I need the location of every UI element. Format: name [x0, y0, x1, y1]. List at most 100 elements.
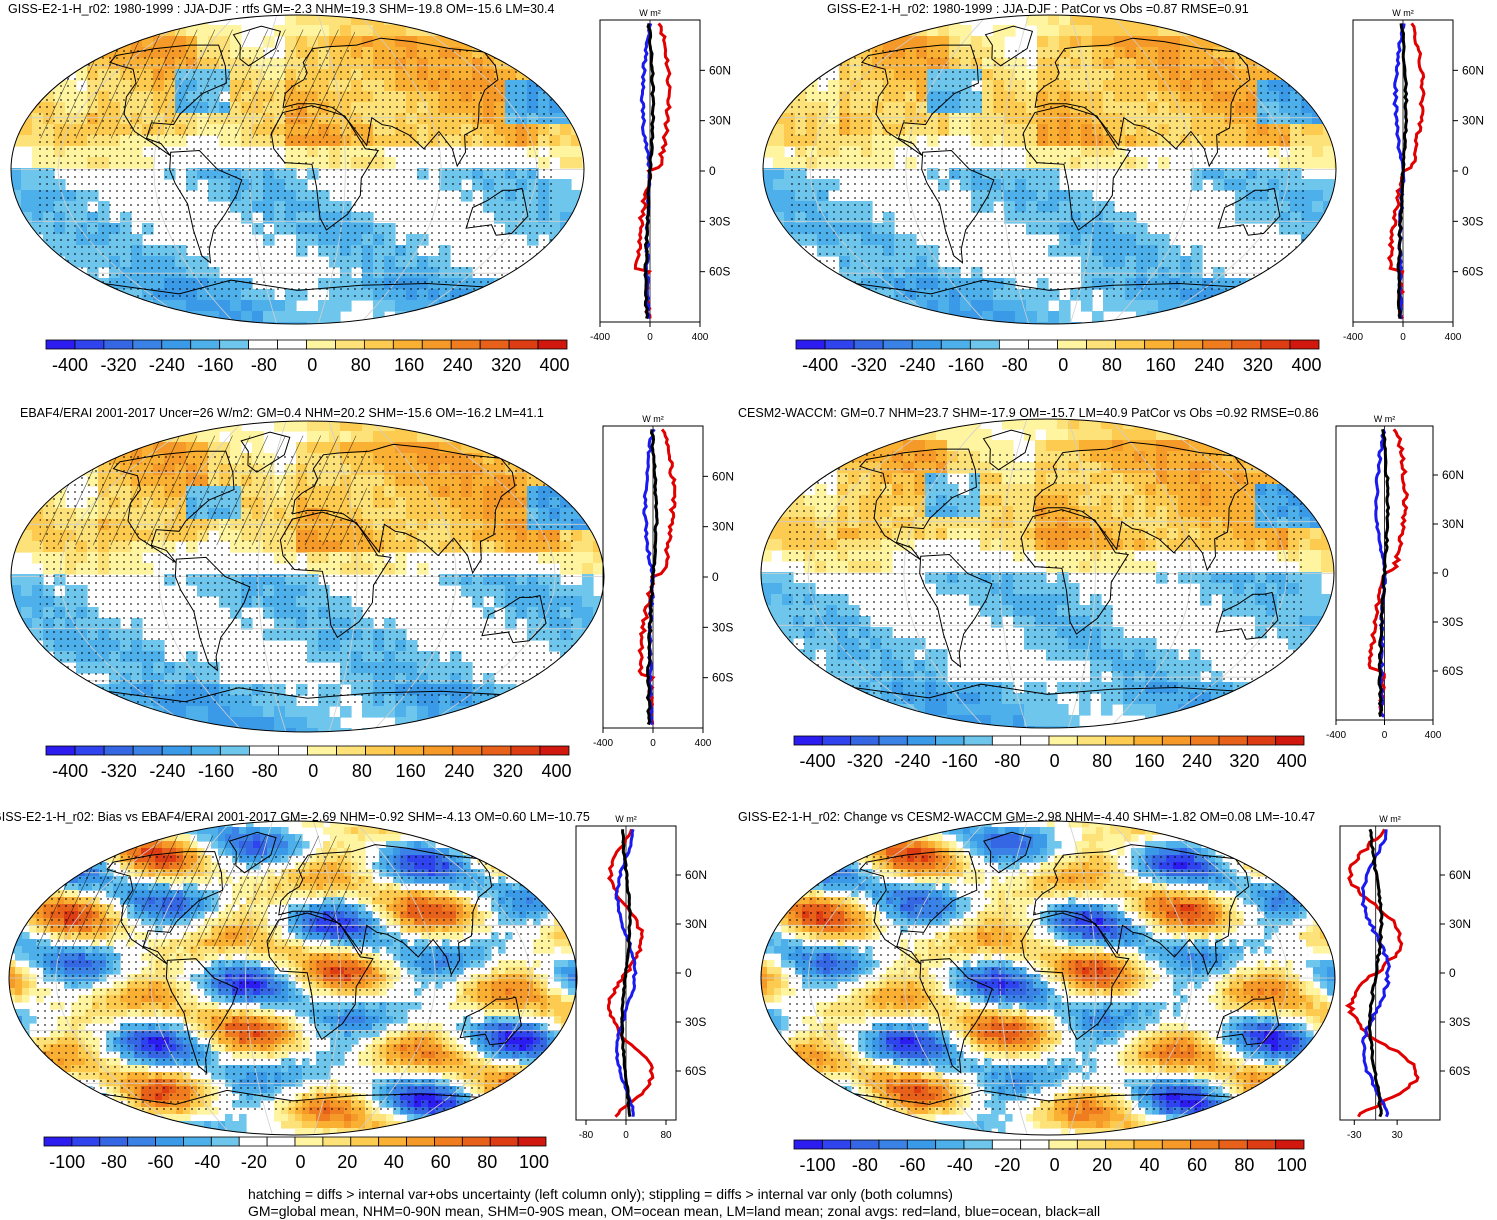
field-cell — [1180, 311, 1192, 323]
field-cell — [1268, 300, 1280, 312]
field-cell — [98, 706, 110, 718]
field-cell — [773, 91, 785, 103]
field-cell — [197, 827, 205, 835]
field-cell — [127, 827, 135, 835]
field-cell — [109, 311, 121, 323]
field-cell — [1323, 47, 1335, 59]
field-cell — [439, 14, 451, 26]
y-tick-label: 60N — [712, 469, 734, 483]
field-cell — [582, 124, 594, 136]
field-cell — [771, 484, 783, 496]
field-cell — [246, 820, 254, 828]
field-cell — [870, 418, 882, 430]
field-cell — [762, 36, 774, 48]
field-cell — [793, 418, 805, 430]
field-cell — [560, 80, 572, 92]
field-cell — [949, 25, 961, 37]
field-cell — [71, 820, 79, 828]
field-cell — [982, 322, 994, 334]
y-tick-label: 60N — [1442, 468, 1464, 482]
field-cell — [560, 201, 572, 213]
field-cell — [362, 728, 374, 740]
field-cell — [582, 442, 594, 454]
field-cell — [1101, 418, 1113, 430]
field-cell — [267, 827, 275, 835]
colorbar-tick-label: -80 — [251, 355, 277, 376]
field-cell — [582, 69, 594, 81]
field-cell — [1323, 14, 1335, 26]
field-cell — [894, 322, 906, 334]
field-cell — [760, 451, 772, 463]
field-cell — [1235, 311, 1247, 323]
field-cell — [533, 820, 541, 828]
colorbar-tick-label: 160 — [394, 355, 424, 376]
field-cell — [527, 322, 539, 334]
field-cell — [582, 14, 594, 26]
field-cell — [208, 728, 220, 740]
field-cell — [54, 36, 66, 48]
field-cell — [519, 820, 527, 828]
field-cell — [1323, 311, 1335, 323]
field-cell — [98, 717, 110, 729]
field-cell — [1266, 451, 1278, 463]
field-cell — [1233, 429, 1245, 441]
field-cell — [120, 14, 132, 26]
field-cell — [760, 528, 772, 540]
field-cell — [8, 834, 16, 842]
field-cell — [1125, 322, 1137, 334]
zonal-unit-label: W m² — [1374, 414, 1396, 424]
colorbar-tick-label: 400 — [1277, 751, 1307, 772]
field-cell — [560, 420, 572, 432]
field-cell — [483, 36, 495, 48]
zonal-series-land — [639, 429, 675, 724]
y-tick-label: 0 — [1462, 164, 1469, 178]
field-cell — [560, 91, 572, 103]
field-cell — [329, 322, 341, 334]
field-cell — [36, 827, 44, 835]
x-tick-label: 400 — [695, 738, 712, 749]
field-cell — [10, 706, 22, 718]
field-cell — [10, 190, 22, 202]
field-cell — [76, 684, 88, 696]
field-cell — [285, 728, 297, 740]
field-cell — [329, 300, 341, 312]
colorbar-tick-label: 0 — [1050, 751, 1060, 772]
field-cell — [1301, 311, 1313, 323]
field-cell — [927, 25, 939, 37]
field-cell — [1321, 506, 1333, 518]
field-cell — [870, 715, 882, 727]
field-cell — [1312, 80, 1324, 92]
field-cell — [1180, 322, 1192, 334]
field-cell — [54, 717, 66, 729]
field-cell — [10, 475, 22, 487]
field-cell — [131, 311, 143, 323]
field-cell — [1334, 146, 1346, 158]
field-cell — [538, 14, 550, 26]
field-cell — [98, 14, 110, 26]
y-tick-label: 30N — [1462, 114, 1484, 128]
field-cell — [1310, 682, 1322, 694]
field-cell — [65, 728, 77, 740]
field-cell — [362, 420, 374, 432]
colorbar-swatch — [1261, 340, 1290, 349]
field-cell — [456, 827, 464, 835]
field-cell — [219, 420, 231, 432]
field-cell — [1235, 322, 1247, 334]
colorbar-swatch — [162, 746, 191, 755]
field-cell — [793, 429, 805, 441]
field-cell — [450, 14, 462, 26]
field-cell — [21, 80, 33, 92]
field-cell — [903, 418, 915, 430]
field-cell — [57, 827, 65, 835]
field-cell — [274, 300, 286, 312]
field-cell — [505, 278, 517, 290]
field-cell — [153, 717, 165, 729]
colorbar-swatch — [1134, 736, 1162, 745]
field-cell — [1323, 113, 1335, 125]
field-cell — [36, 820, 44, 828]
field-cell — [208, 300, 220, 312]
field-cell — [1310, 528, 1322, 540]
field-cell — [494, 442, 506, 454]
field-cell — [760, 429, 772, 441]
field-cell — [549, 300, 561, 312]
